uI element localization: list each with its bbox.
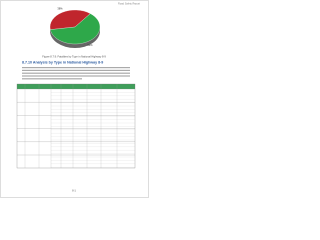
slice-label: 62%: [87, 43, 93, 47]
running-header: Road Safety Report: [118, 3, 140, 6]
table: [16, 83, 136, 169]
page-number: 8-1: [72, 189, 76, 193]
text-line: [22, 67, 130, 69]
page: Road Safety Report 38% 62% Figure 8.7.9: …: [0, 0, 149, 198]
pie-slice: [50, 13, 101, 45]
document: Road Safety Report 38% 62% Figure 8.7.9: …: [0, 0, 149, 198]
text-line: [22, 78, 82, 80]
section-heading: 8.7.10 Analysis by Type in National High…: [22, 60, 103, 64]
table-header: [17, 84, 135, 89]
figure-caption: Figure 8.7.9: Fatalities by Type in Nati…: [42, 55, 106, 59]
text-line: [22, 75, 130, 77]
slice-label: 38%: [57, 6, 63, 10]
text-line: [22, 69, 130, 71]
paragraph: [22, 67, 130, 80]
text-line: [22, 72, 130, 74]
pie-chart: 38% 62%: [49, 6, 101, 48]
table-frame: [16, 83, 136, 169]
pie-slice: [49, 9, 91, 30]
